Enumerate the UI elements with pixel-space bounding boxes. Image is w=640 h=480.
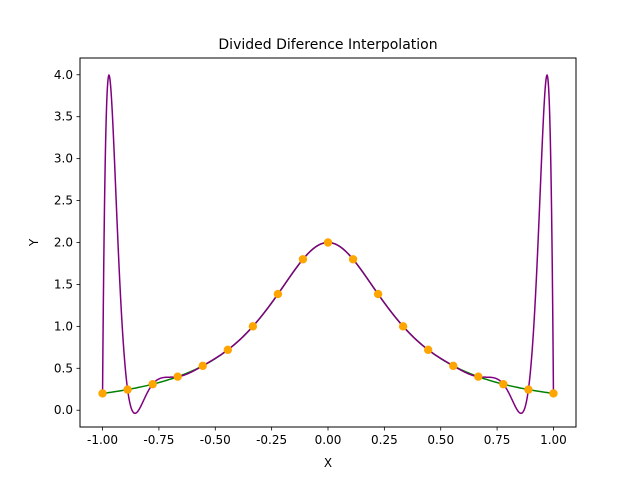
axis-ticks: -1.00 -0.75 -0.50 -0.25 0.00 0.25 0.50 0.75 1.00… [54,68,567,447]
y-tick-label: 3.5 [54,110,73,124]
scatter-point [348,255,358,264]
scatter-point [148,380,157,389]
scatter-point [173,372,182,381]
chart-title: Divided Diference Interpolation [218,37,437,53]
y-tick-label: 1.0 [54,319,73,333]
scatter-point [423,345,433,355]
y-tick-label: 0.0 [54,403,73,417]
x-tick-label: -0.25 [256,433,287,447]
scatter-point [373,289,383,299]
x-tick-label: 1.00 [540,433,567,447]
scatter-point [298,255,308,264]
y-tick-label: 2.0 [54,236,73,250]
scatter-point [524,385,533,394]
y-tick-label: 2.5 [54,194,73,208]
x-tick-label: 0.50 [427,433,454,447]
y-tick-label: 3.0 [54,152,73,166]
scatter-point [123,385,132,394]
y-tick-label: 0.5 [54,361,73,375]
x-tick-label: 0.25 [371,433,398,447]
y-tick-label: 4.0 [54,68,73,82]
scatter-point [398,322,408,331]
scatter-point [223,345,233,355]
x-tick-label: -1.00 [87,433,118,447]
y-axis-label: Y [27,238,41,247]
axes-frame [79,57,577,428]
scatter-point [474,372,483,381]
scatter-point [499,380,508,389]
scatter-point [549,389,558,398]
scatter-point [449,361,458,371]
y-tick-label: 1.5 [54,277,73,291]
x-tick-label: -0.50 [200,433,231,447]
scatter-point [248,322,258,331]
scatter-point [273,289,283,299]
scatter-point [98,389,107,398]
scatter-point [323,238,333,247]
x-tick-label: 0.00 [315,433,342,447]
x-tick-label: 0.75 [484,433,511,447]
plot-area [98,73,558,415]
scatter-point [198,361,207,371]
x-axis-label: X [324,456,332,470]
x-tick-label: -0.75 [143,433,174,447]
